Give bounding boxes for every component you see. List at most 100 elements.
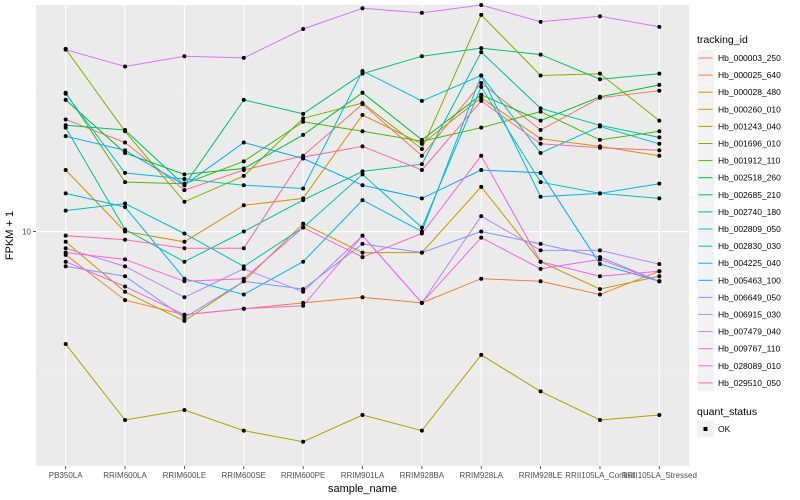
x-tick-label: RRIM600PE [281,471,325,480]
data-point-Hb_001243_040-PB350LA [63,342,68,347]
data-point-Hb_000003_250-RRIM928LE [538,128,543,133]
data-point-Hb_009767_110-RRIM901LA [360,233,365,238]
data-point-Hb_000003_250-RRIM928BA [419,153,424,158]
data-point-Hb_002740_180-PB350LA [63,125,68,130]
data-point-Hb_009767_110-RRII105LA_Stressed [657,279,662,284]
data-point-Hb_001243_040-RRIM901LA [360,412,365,417]
data-point-Hb_006915_030-RRIM600SE [241,266,246,271]
data-point-Hb_002685_210-RRIM600PE [301,111,306,116]
data-point-Hb_002830_030-PB350LA [63,91,68,96]
data-point-Hb_002685_210-RRIM600LA [123,128,128,133]
data-point-Hb_002518_260-RRIM928BA [419,137,424,142]
data-point-Hb_004225_040-RRIM928LE [538,194,543,199]
data-point-Hb_028089_010-RRIM600PE [301,225,306,230]
data-point-Hb_004225_040-RRIM600SE [241,292,246,297]
data-point-Hb_006649_050-PB350LA [63,264,68,269]
data-point-Hb_009767_110-RRIM928LE [538,266,543,271]
data-point-Hb_002830_030-RRII105LA_Control [597,124,602,129]
data-point-Hb_000028_480-RRIM600LE [182,239,187,244]
legend-label-Hb_006649_050: Hb_006649_050 [718,292,781,302]
data-point-Hb_002685_210-RRIM928LE [538,52,543,57]
data-point-Hb_001912_110-RRIM928LA [479,125,484,130]
data-point-Hb_006915_030-RRII105LA_Control [597,248,602,253]
legend-label-Hb_009767_110: Hb_009767_110 [718,344,781,354]
legend-label-Hb_006915_030: Hb_006915_030 [718,310,781,320]
data-point-Hb_002740_180-RRIM600PE [301,198,306,203]
data-point-Hb_029510_050-PB350LA [63,233,68,238]
data-point-Hb_001696_010-RRII105LA_Stressed [657,118,662,123]
data-point-Hb_000025_640-RRIM600PE [301,300,306,305]
legend-title: tracking_id [697,34,748,46]
data-point-Hb_002685_210-RRII105LA_Control [597,77,602,82]
data-point-Hb_000025_640-RRIM928LE [538,279,543,284]
x-tick-label: RRIM928LE [519,471,563,480]
data-point-Hb_005463_100-RRIM600SE [241,140,246,145]
data-point-Hb_001912_110-RRIM600LA [123,180,128,185]
data-point-Hb_000025_640-RRII105LA_Control [597,292,602,297]
legend-label-Hb_000025_640: Hb_000025_640 [718,70,781,80]
data-point-Hb_000260_010-RRIM901LA [360,250,365,255]
data-point-Hb_029510_050-RRIM928BA [419,167,424,172]
data-point-Hb_002740_180-RRIM600LE [182,259,187,264]
data-point-Hb_006649_050-RRIM928LE [538,241,543,246]
data-point-Hb_002740_180-RRIM600LA [123,227,128,232]
data-point-Hb_006915_030-RRIM600LE [182,295,187,300]
x-tick-label: RRII105LA_Control [565,471,635,480]
legend-label-Hb_001912_110: Hb_001912_110 [718,156,781,166]
data-point-Hb_002518_260-RRIM600SE [241,166,246,171]
legend-label-Hb_000028_480: Hb_000028_480 [718,87,781,97]
x-tick-label: PB350LA [49,471,83,480]
shape-legend-title: quant_status [697,406,757,418]
data-point-Hb_001243_040-RRIM600LE [182,408,187,413]
data-point-Hb_000028_480-RRII105LA_Stressed [657,153,662,158]
data-point-Hb_000003_250-RRIM600LE [182,188,187,193]
data-point-Hb_006649_050-RRIM928BA [419,250,424,255]
data-point-Hb_000260_010-RRIM600LE [182,318,187,323]
data-point-Hb_007479_040-RRII105LA_Stressed [657,24,662,29]
data-point-Hb_009767_110-RRIM600LA [123,284,128,289]
data-point-Hb_007479_040-RRII105LA_Control [597,14,602,19]
data-point-Hb_002740_180-RRIM928BA [419,162,424,167]
data-point-Hb_000260_010-RRIM600PE [301,221,306,226]
data-point-Hb_002830_030-RRIM600LE [182,176,187,181]
data-point-Hb_007479_040-RRIM928LE [538,19,543,24]
data-point-Hb_028089_010-RRIM600LE [182,279,187,284]
data-point-Hb_002518_260-RRIM901LA [360,90,365,95]
data-point-Hb_001696_010-RRIM600PE [301,116,306,121]
data-point-Hb_001696_010-RRIM928LA [479,12,484,17]
legend-label-Hb_007479_040: Hb_007479_040 [718,327,781,337]
x-tick-label: RRIM600LE [163,471,207,480]
data-point-Hb_006649_050-RRIM928LA [479,229,484,234]
data-point-Hb_007479_040-RRIM600SE [241,55,246,60]
data-point-Hb_000003_250-PB350LA [63,117,68,122]
data-point-Hb_028089_010-RRIM600SE [241,276,246,281]
x-tick-label: RRIM928LA [459,471,503,480]
data-point-Hb_002830_030-RRIM901LA [360,68,365,73]
data-point-Hb_028089_010-RRIM600LA [123,257,128,262]
data-point-Hb_001243_040-RRIM600SE [241,428,246,433]
data-point-Hb_000003_250-RRII105LA_Stressed [657,88,662,93]
data-point-Hb_002518_260-RRII105LA_Stressed [657,82,662,87]
data-point-Hb_002809_050-RRIM600LA [123,201,128,206]
data-point-Hb_000028_480-RRIM928LA [479,95,484,100]
data-point-Hb_028089_010-PB350LA [63,250,68,255]
data-point-Hb_002809_050-PB350LA [63,208,68,213]
data-point-Hb_028089_010-RRIM928LA [479,153,484,158]
data-point-Hb_007479_040-RRIM600LA [123,64,128,69]
legend-label-Hb_005463_100: Hb_005463_100 [718,275,781,285]
data-point-Hb_002830_030-RRII105LA_Stressed [657,141,662,146]
data-points [63,3,662,444]
data-point-Hb_000260_010-RRII105LA_Control [597,287,602,292]
data-point-Hb_002809_050-RRIM901LA [360,172,365,177]
data-point-Hb_001243_040-RRIM600PE [301,439,306,444]
data-point-Hb_005463_100-PB350LA [63,134,68,139]
y-axis: 10 [22,228,36,237]
x-tick-label: RRIM600SE [222,471,266,480]
data-point-Hb_029510_050-RRII105LA_Stressed [657,148,662,153]
data-point-Hb_007479_040-RRIM600LE [182,54,187,59]
data-point-Hb_006915_030-RRIM928LE [538,248,543,253]
data-point-Hb_028089_010-RRII105LA_Stressed [657,269,662,274]
data-point-Hb_001243_040-RRIM928LA [479,352,484,357]
data-point-Hb_005463_100-RRIM600LA [123,148,128,153]
data-point-Hb_002685_210-RRIM928BA [419,54,424,59]
